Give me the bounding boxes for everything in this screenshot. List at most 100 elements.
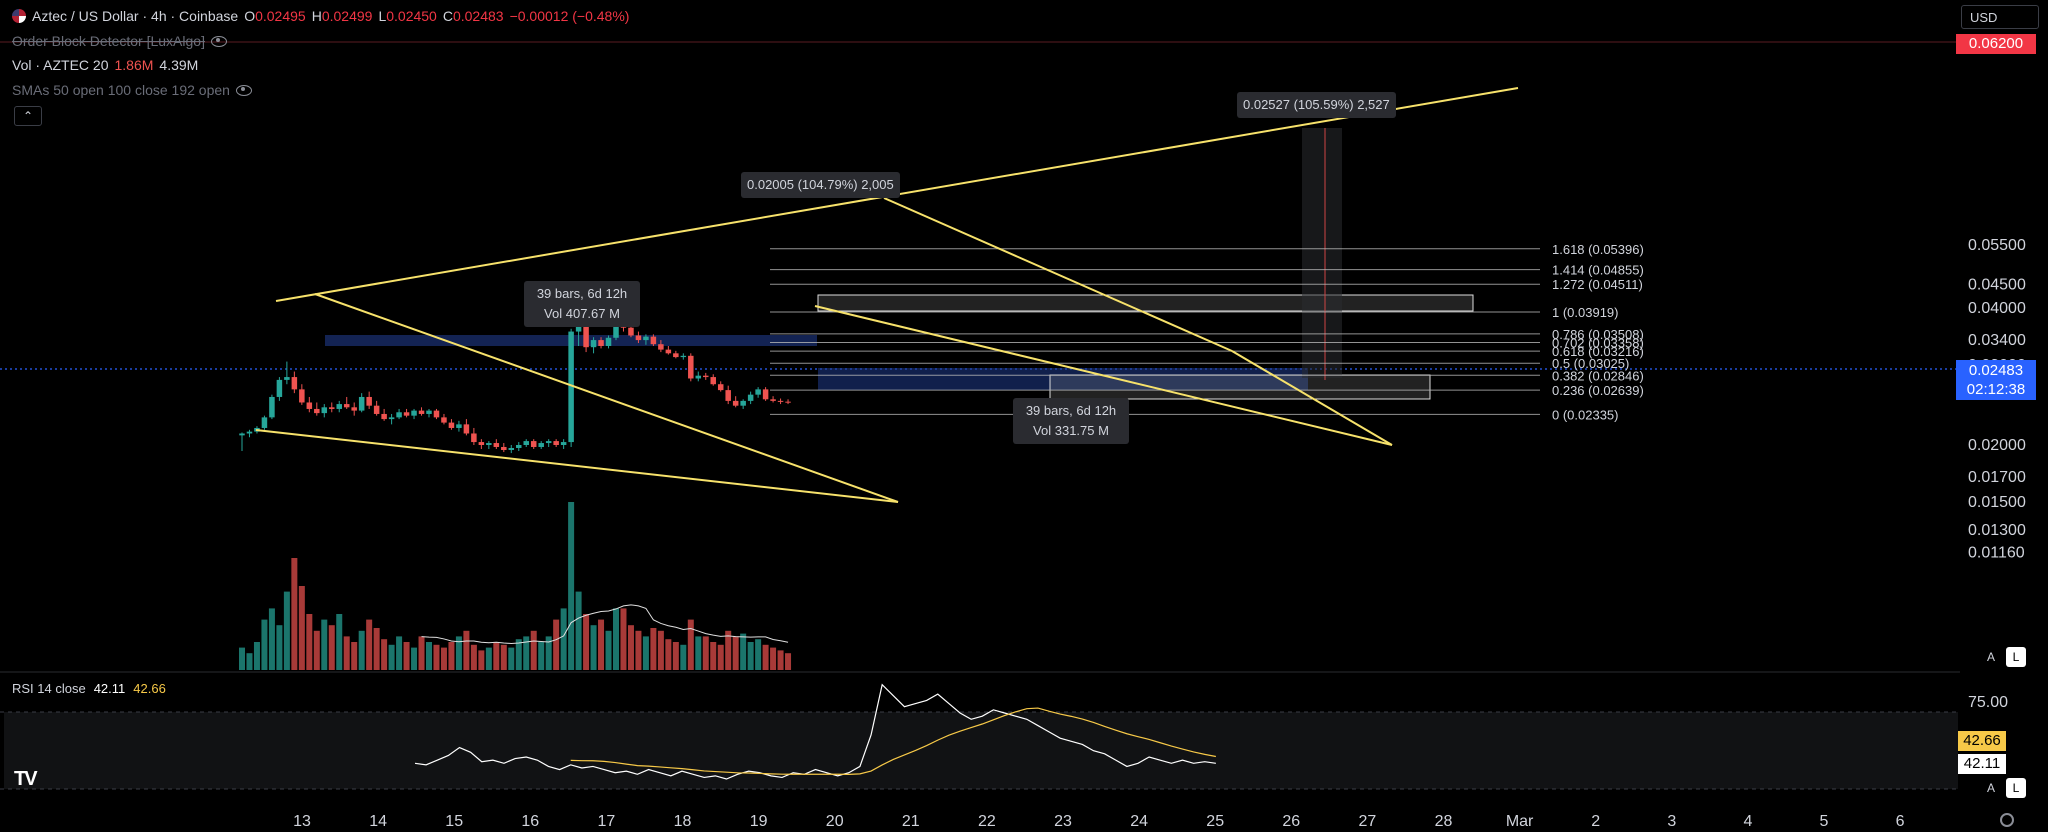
bars-volume: Vol 407.67 M — [544, 306, 620, 321]
candle-body — [568, 331, 574, 443]
volume-bar — [515, 639, 522, 670]
candle-body — [343, 404, 350, 408]
time-axis-label: 6 — [1896, 813, 1905, 830]
ohlc-open: O0.02495 — [244, 8, 306, 24]
rsi-auto-scale-button[interactable]: A — [1986, 781, 1995, 795]
volume-bar — [373, 628, 380, 670]
gear-icon[interactable] — [2000, 813, 2014, 827]
fib-level-label: 1.272 (0.04511) — [1552, 277, 1643, 292]
volume-bar — [777, 650, 784, 670]
volume-bar — [665, 639, 672, 670]
price-tick-label: 0.02000 — [1968, 437, 2026, 454]
volume-bar — [650, 628, 657, 670]
eye-hidden-icon[interactable] — [210, 35, 227, 47]
volume-bar — [388, 644, 395, 670]
rsi-legend[interactable]: RSI 14 close 42.11 42.66 — [12, 681, 166, 696]
sma-legend[interactable]: SMAs 50 open 100 close 192 open — [12, 82, 252, 98]
volume-bar — [583, 614, 590, 670]
volume-bar — [321, 619, 328, 670]
current-price-tag: 0.02483 02:12:38 — [1956, 360, 2036, 400]
price-tick-label: 0.03400 — [1968, 332, 2026, 349]
ohlc-close: C0.02483 — [442, 8, 504, 24]
candle-body — [441, 417, 447, 423]
candle-body — [523, 441, 529, 445]
volume-bar — [553, 619, 560, 670]
order-block-legend[interactable]: Order Block Detector [LuxAlgo] — [12, 33, 227, 49]
candle-body — [740, 400, 746, 406]
candle-body — [299, 389, 305, 403]
volume-bar — [755, 639, 762, 670]
chevron-up-icon: ⌃ — [22, 109, 34, 123]
candle-body — [560, 442, 567, 445]
volume-bar — [268, 608, 275, 670]
candle-body — [261, 417, 268, 428]
volume-bar — [508, 647, 515, 670]
volume-bar — [717, 644, 724, 670]
volume-bar — [403, 642, 410, 670]
rsi-log-scale-button[interactable]: L — [2006, 778, 2026, 798]
volume-bar — [351, 642, 358, 670]
volume-bar — [523, 636, 530, 670]
candle-body — [710, 377, 716, 385]
volume-bar — [732, 636, 739, 670]
volume-bar — [747, 642, 754, 670]
volume-bar — [440, 647, 447, 670]
candle-body — [501, 446, 507, 451]
volume-bar — [545, 636, 552, 670]
candle-body — [747, 394, 754, 401]
volume-bar — [530, 630, 537, 670]
symbol-legend[interactable]: Aztec / US Dollar · 4h · Coinbase O0.024… — [12, 8, 629, 24]
candle-body — [717, 384, 724, 391]
volume-legend[interactable]: Vol · AZTEC 20 1.86M 4.39M — [12, 57, 198, 73]
candle-body — [785, 401, 791, 403]
order-block-zone — [817, 294, 1474, 312]
time-axis-label: 21 — [902, 813, 920, 830]
tradingview-logo[interactable]: TV — [14, 768, 38, 790]
volume-bar — [725, 630, 732, 670]
us-flag-icon — [12, 9, 26, 23]
candle-body — [703, 375, 709, 378]
volume-bar — [455, 636, 462, 670]
volume-bar — [396, 636, 403, 670]
volume-bar — [762, 644, 769, 670]
candle-body — [665, 349, 672, 354]
eye-hidden-icon[interactable] — [235, 84, 252, 96]
time-axis-label: 22 — [978, 813, 996, 830]
price-range-tooltip-left: 0.02005 (104.79%) 2,005 — [741, 172, 900, 198]
candle-body — [770, 399, 776, 401]
price-tick-label: 0.04500 — [1968, 277, 2026, 294]
volume-bar — [328, 625, 335, 670]
fib-level-label: 0 (0.02335) — [1552, 407, 1619, 422]
auto-scale-button[interactable]: A — [1986, 650, 1995, 664]
candle-body — [358, 396, 365, 411]
rsi-line — [414, 683, 1216, 780]
candle-body — [471, 433, 477, 443]
price-tick-label: 0.01300 — [1968, 522, 2026, 539]
bar-countdown: 02:12:38 — [1966, 381, 2026, 398]
volume-bar — [680, 644, 687, 670]
volume-bar — [283, 591, 290, 670]
volume-bar — [568, 502, 575, 670]
volume-bar — [590, 625, 597, 670]
price-change: −0.00012 (−0.48%) — [509, 8, 630, 24]
rsi-band — [4, 712, 1958, 789]
time-axis-label: 3 — [1667, 813, 1676, 830]
fib-level-label: 0.618 (0.03216) — [1552, 344, 1644, 359]
trendline-channel-lower — [814, 305, 1393, 446]
candle-body — [695, 375, 702, 379]
candle-body — [605, 337, 612, 346]
collapse-legend-button[interactable]: ⌃ — [14, 106, 42, 126]
fib-level-label: 1.414 (0.04855) — [1552, 263, 1644, 278]
time-axis-label: 18 — [674, 813, 692, 830]
volume-bar — [381, 639, 388, 670]
candle-body — [628, 327, 634, 336]
volume-bar — [261, 619, 268, 670]
price-tick-label: 0.04000 — [1968, 300, 2026, 317]
candle-body — [635, 335, 642, 341]
volume-bar — [298, 586, 305, 670]
time-axis-label: 24 — [1130, 813, 1148, 830]
currency-selector[interactable]: USD — [1961, 5, 2039, 29]
log-scale-button[interactable]: L — [2006, 647, 2026, 667]
candle-body — [725, 390, 731, 401]
